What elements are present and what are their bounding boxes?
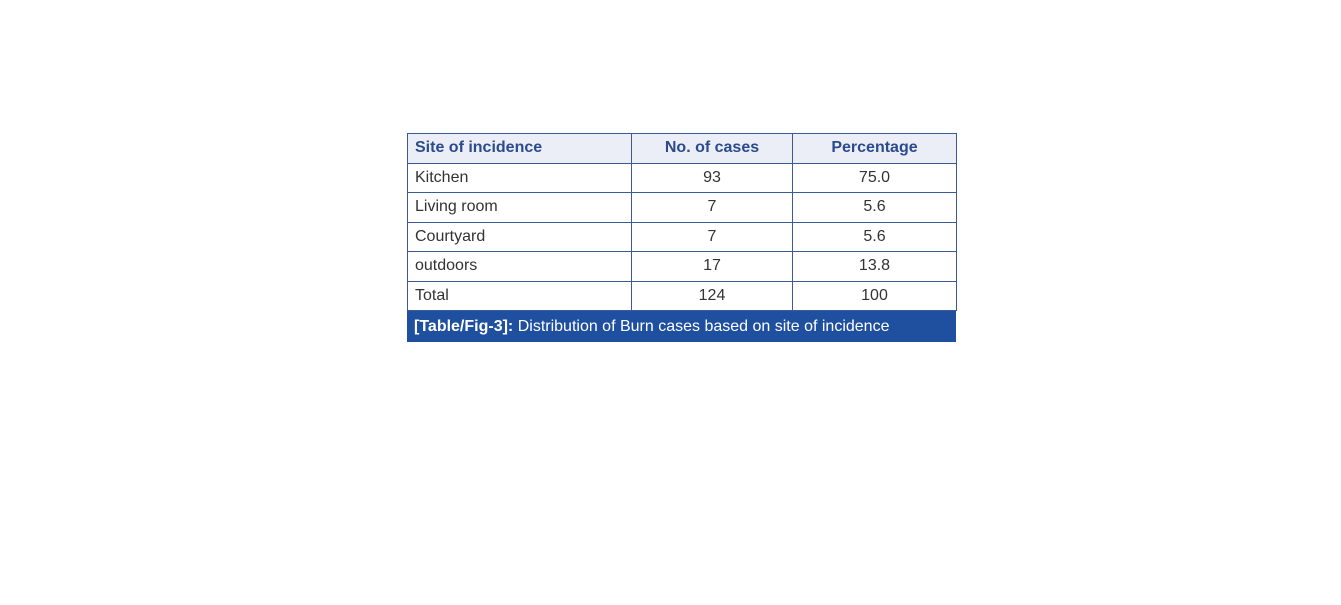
header-cell: No. of cases [631,133,793,164]
table-cell: 5.6 [792,221,957,252]
table-row: Courtyard 7 5.6 [407,221,957,252]
table-cell: 13.8 [792,251,957,282]
table-cell: 124 [631,280,793,311]
table-cell: Living room [407,192,632,223]
header-cell: Site of incidence [407,133,632,164]
table-cell: Kitchen [407,162,632,193]
table-row: Living room 7 5.6 [407,192,957,223]
table-cell: 17 [631,251,793,282]
table-row: outdoors 17 13.8 [407,251,957,282]
table-cell: outdoors [407,251,632,282]
table-cell: 75.0 [792,162,957,193]
table-cell: 7 [631,192,793,223]
header-cell: Percentage [792,133,957,164]
table-cell: 100 [792,280,957,311]
caption: [Table/Fig-3]: Distribution of Burn case… [407,311,956,342]
table-figure: Site of incidence No. of cases Percentage … [407,133,957,342]
table-cell: Courtyard [407,221,632,252]
table-row: Total 124 100 [407,280,957,311]
table: Site of incidence No. of cases Percentage … [407,133,957,311]
table-cell: 5.6 [792,192,957,223]
table-cell: 93 [631,162,793,193]
caption-label: [Table/Fig-3]: [414,318,514,335]
table-row: Kitchen 93 75.0 [407,162,957,193]
header-row: Site of incidence No. of cases Percentage [407,133,957,164]
table-cell: Total [407,280,632,311]
table-cell: 7 [631,221,793,252]
table-body: Kitchen 93 75.0 Living room 7 5.6 Courtyard 7 5.… [407,162,957,311]
caption-text: Distribution of Burn cases based on site… [517,318,890,335]
